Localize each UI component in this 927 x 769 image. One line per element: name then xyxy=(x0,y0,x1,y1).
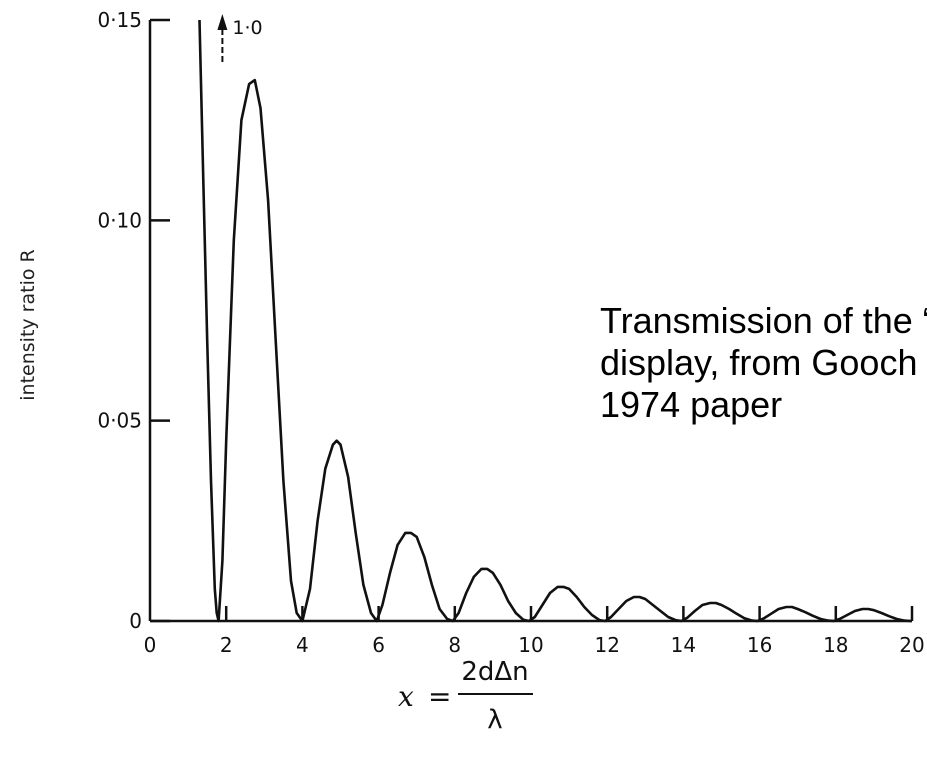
y-tick-label: 0·15 xyxy=(97,8,142,32)
x-tick-label: 14 xyxy=(671,633,696,657)
caption-line-1: Transmission of the “ne xyxy=(600,300,927,341)
y-tick-label: 0·05 xyxy=(97,409,142,433)
series-line xyxy=(198,19,912,623)
x-tick-label: 0 xyxy=(144,633,157,657)
x-label-lhs: x xyxy=(398,680,414,713)
x-tick-label: 2 xyxy=(220,633,233,657)
x-ticks: 0 2 4 6 8 10 12 14 16 18 20 xyxy=(144,606,925,657)
x-label-numerator: 2dΔn xyxy=(461,657,528,687)
y-axis-label: intensity ratio R xyxy=(17,249,39,400)
x-tick-label: 8 xyxy=(448,633,461,657)
x-tick-label: 20 xyxy=(899,633,924,657)
annotation-label: 1·0 xyxy=(232,17,262,39)
caption-line-2: display, from Gooch an xyxy=(600,342,927,383)
x-label-equals: = xyxy=(428,680,451,713)
y-tick-label: 0 xyxy=(129,609,142,633)
x-tick-label: 10 xyxy=(518,633,543,657)
x-axis-label: x = 2dΔn λ xyxy=(398,657,533,735)
x-tick-label: 18 xyxy=(823,633,848,657)
x-tick-label: 12 xyxy=(594,633,619,657)
x-tick-label: 6 xyxy=(372,633,385,657)
y-ticks: 0 0·05 0·10 0·15 xyxy=(97,8,170,633)
y-tick-label: 0·10 xyxy=(97,208,142,232)
x-label-denominator: λ xyxy=(487,705,502,735)
caption-line-3: 1974 paper xyxy=(600,384,783,425)
x-tick-label: 4 xyxy=(296,633,309,657)
caption-text: Transmission of the “ne display, from Go… xyxy=(600,300,927,426)
x-tick-label: 16 xyxy=(747,633,772,657)
offscale-annotation: 1·0 xyxy=(217,14,263,62)
annotation-arrow-head xyxy=(217,14,228,30)
